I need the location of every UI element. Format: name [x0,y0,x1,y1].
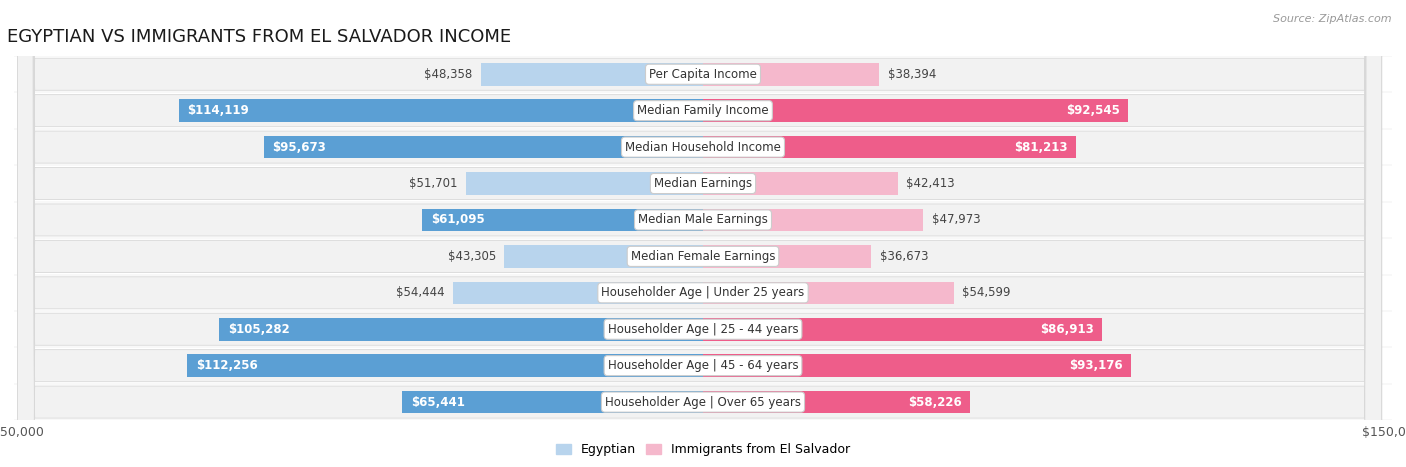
Text: $65,441: $65,441 [411,396,464,409]
Bar [703,282,953,304]
Bar [179,99,703,122]
Text: Householder Age | 45 - 64 years: Householder Age | 45 - 64 years [607,359,799,372]
Text: $38,394: $38,394 [887,68,936,81]
Text: $43,305: $43,305 [447,250,496,263]
Bar [481,63,703,85]
Text: $51,701: $51,701 [409,177,457,190]
Text: $81,213: $81,213 [1014,141,1067,154]
Text: Median Male Earnings: Median Male Earnings [638,213,768,226]
Bar [505,245,703,268]
Bar [703,172,898,195]
Text: Per Capita Income: Per Capita Income [650,68,756,81]
Text: $48,358: $48,358 [425,68,472,81]
Text: Median Family Income: Median Family Income [637,104,769,117]
Legend: Egyptian, Immigrants from El Salvador: Egyptian, Immigrants from El Salvador [551,439,855,461]
Bar [422,209,703,231]
Bar [703,318,1102,340]
Text: $54,444: $54,444 [396,286,444,299]
Text: Median Female Earnings: Median Female Earnings [631,250,775,263]
FancyBboxPatch shape [17,0,1382,467]
Text: $93,176: $93,176 [1069,359,1122,372]
Text: $36,673: $36,673 [880,250,928,263]
Bar [703,391,970,413]
FancyBboxPatch shape [17,0,1382,467]
Text: Source: ZipAtlas.com: Source: ZipAtlas.com [1274,14,1392,24]
Text: $61,095: $61,095 [430,213,485,226]
Text: $58,226: $58,226 [908,396,962,409]
FancyBboxPatch shape [17,0,1382,467]
Bar [187,354,703,377]
FancyBboxPatch shape [17,0,1382,467]
Text: Householder Age | Under 25 years: Householder Age | Under 25 years [602,286,804,299]
Bar [703,209,924,231]
Text: $86,913: $86,913 [1040,323,1094,336]
Text: $112,256: $112,256 [195,359,257,372]
Text: $105,282: $105,282 [228,323,290,336]
FancyBboxPatch shape [17,0,1382,467]
Text: $92,545: $92,545 [1066,104,1119,117]
Text: EGYPTIAN VS IMMIGRANTS FROM EL SALVADOR INCOME: EGYPTIAN VS IMMIGRANTS FROM EL SALVADOR … [7,28,512,46]
Bar [703,63,879,85]
Bar [453,282,703,304]
Bar [703,354,1130,377]
FancyBboxPatch shape [17,0,1382,467]
Text: $95,673: $95,673 [271,141,326,154]
Bar [703,245,872,268]
FancyBboxPatch shape [17,0,1382,467]
Bar [219,318,703,340]
Bar [703,136,1076,158]
FancyBboxPatch shape [17,0,1382,467]
FancyBboxPatch shape [17,0,1382,467]
FancyBboxPatch shape [17,0,1382,467]
Bar [465,172,703,195]
Text: $54,599: $54,599 [962,286,1011,299]
Text: Median Household Income: Median Household Income [626,141,780,154]
Text: $47,973: $47,973 [932,213,980,226]
Bar [263,136,703,158]
Text: $42,413: $42,413 [905,177,955,190]
Text: $114,119: $114,119 [187,104,249,117]
Text: Householder Age | 25 - 44 years: Householder Age | 25 - 44 years [607,323,799,336]
Bar [703,99,1128,122]
Bar [402,391,703,413]
Text: Median Earnings: Median Earnings [654,177,752,190]
Text: Householder Age | Over 65 years: Householder Age | Over 65 years [605,396,801,409]
